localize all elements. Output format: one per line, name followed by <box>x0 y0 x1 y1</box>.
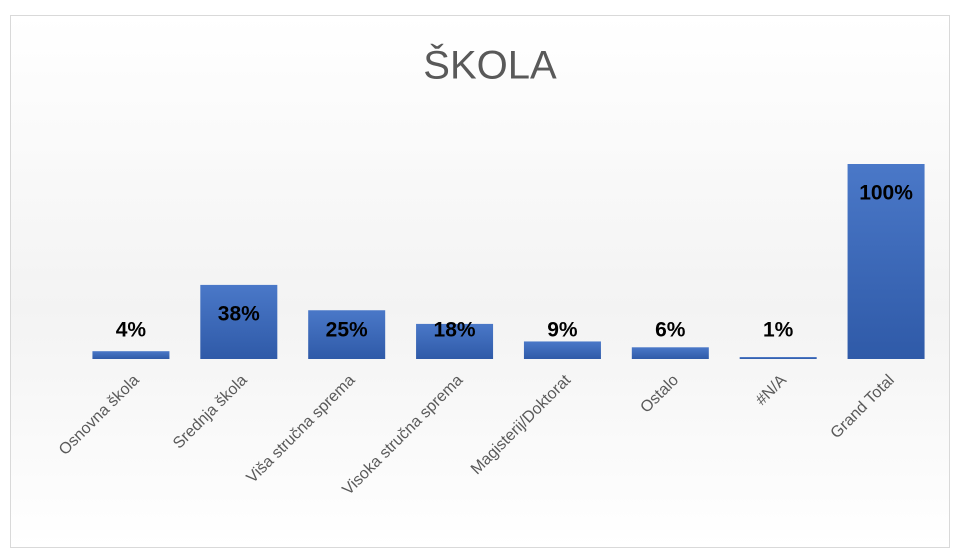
value-label: 38% <box>218 302 260 325</box>
bar <box>631 347 709 359</box>
bar <box>416 323 494 359</box>
bar <box>92 351 170 359</box>
chart-title: ŠKOLA <box>423 43 557 88</box>
bar <box>739 357 817 359</box>
bar <box>847 164 925 359</box>
value-label: 100% <box>859 182 913 205</box>
bar <box>308 310 386 359</box>
bar <box>523 341 601 359</box>
value-label: 18% <box>434 319 476 342</box>
value-label: 6% <box>655 319 686 342</box>
value-label: 25% <box>326 319 368 342</box>
chart-area <box>10 15 950 548</box>
bar <box>200 284 278 359</box>
value-label: 4% <box>116 319 147 342</box>
value-label: 9% <box>547 319 578 342</box>
value-label: 1% <box>763 319 794 342</box>
